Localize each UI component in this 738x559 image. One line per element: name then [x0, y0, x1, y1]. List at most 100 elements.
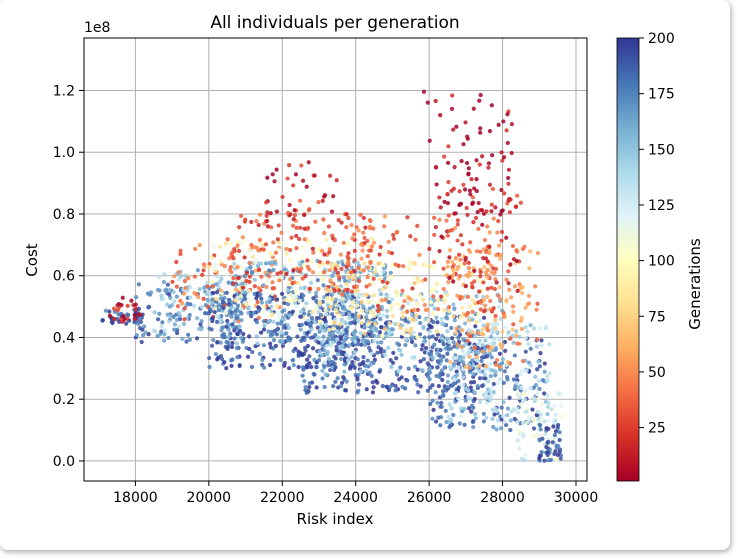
- x-axis-ticks: 18000 20000 22000 24000 26000 28000 30000: [113, 481, 598, 506]
- scatter-point: [437, 395, 443, 400]
- scatter-point: [412, 376, 417, 381]
- scatter-point: [508, 336, 513, 341]
- scatter-point: [496, 219, 501, 224]
- scatter-point: [172, 327, 177, 332]
- scatter-point: [270, 312, 275, 317]
- scatter-point: [219, 328, 224, 333]
- scatter-point: [344, 352, 349, 358]
- scatter-point: [405, 215, 410, 220]
- scatter-point: [239, 318, 244, 323]
- scatter-point: [274, 327, 280, 332]
- scatter-point: [446, 414, 451, 420]
- scatter-point: [381, 313, 386, 318]
- scatter-point: [472, 389, 477, 394]
- scatter-point: [274, 209, 280, 214]
- scatter-point: [497, 285, 502, 290]
- scatter-point: [500, 329, 505, 334]
- scatter-point: [247, 248, 253, 253]
- scatter-point: [339, 266, 344, 272]
- scatter-point: [479, 383, 485, 389]
- scatter-point: [308, 280, 314, 285]
- scatter-point: [174, 330, 180, 336]
- scatter-point: [434, 289, 439, 294]
- scatter-point: [506, 175, 511, 181]
- scatter-point: [487, 244, 492, 249]
- scatter-point: [218, 353, 224, 359]
- scatter-point: [266, 329, 271, 334]
- scatter-point: [261, 283, 266, 288]
- scatter-point: [167, 313, 172, 318]
- scatter-point: [393, 388, 398, 393]
- scatter-point: [112, 316, 117, 322]
- scatter-point: [467, 354, 472, 359]
- scatter-point: [540, 378, 545, 383]
- scatter-point: [159, 324, 164, 329]
- scatter-point: [415, 279, 420, 284]
- scatter-point: [389, 297, 395, 302]
- scatter-point: [328, 304, 333, 309]
- scatter-point: [268, 341, 273, 346]
- scatter-point: [454, 372, 460, 378]
- scatter-point: [489, 270, 494, 275]
- scatter-point: [417, 252, 422, 258]
- scatter-point: [388, 307, 393, 312]
- scatter-point: [275, 237, 281, 242]
- scatter-point: [499, 345, 504, 350]
- scatter-point: [411, 317, 416, 322]
- scatter-point: [199, 305, 205, 310]
- scatter-point: [455, 222, 460, 227]
- scatter-point: [258, 330, 264, 335]
- x-tick-label: 28000: [480, 490, 525, 506]
- scatter-point: [230, 357, 235, 362]
- scatter-point: [490, 153, 495, 158]
- scatter-point: [484, 336, 490, 341]
- scatter-point: [435, 298, 441, 303]
- colorbar-tick-label: 175: [648, 87, 675, 103]
- scatter-point: [340, 311, 345, 316]
- scatter-point: [343, 388, 349, 393]
- scatter-point: [255, 299, 260, 305]
- scatter-point: [456, 379, 461, 384]
- scatter-point: [471, 424, 476, 430]
- scatter-point: [402, 386, 408, 391]
- scatter-point: [336, 274, 341, 279]
- scatter-point: [332, 238, 337, 243]
- scatter-point: [364, 387, 369, 392]
- y-tick-label: 0.8: [53, 207, 75, 223]
- scatter-point: [515, 193, 520, 198]
- scatter-point: [510, 327, 515, 332]
- scatter-point: [280, 241, 285, 246]
- scatter-point: [396, 263, 401, 268]
- scatter-point: [197, 287, 202, 292]
- scatter-point: [306, 318, 311, 323]
- scatter-point: [322, 348, 327, 353]
- scatter-point: [355, 357, 360, 362]
- scatter-point: [389, 251, 395, 256]
- scatter-point: [471, 419, 476, 424]
- scatter-point: [499, 405, 504, 410]
- scatter-point: [328, 173, 333, 178]
- scatter-point: [266, 274, 272, 279]
- scatter-point: [263, 242, 269, 247]
- scatter-point: [202, 311, 208, 316]
- scatter-point: [357, 292, 362, 297]
- scatter-point: [361, 360, 366, 365]
- scatter-point: [481, 297, 487, 302]
- scatter-point: [472, 411, 478, 417]
- scatter-point: [316, 246, 321, 251]
- scatter-point: [477, 98, 482, 103]
- scatter-point: [195, 268, 201, 273]
- scatter-point: [349, 305, 355, 310]
- scatter-point: [449, 106, 455, 111]
- scatter-point: [557, 437, 562, 443]
- scatter-point: [293, 172, 299, 177]
- scatter-point: [423, 317, 428, 322]
- scatter-point: [218, 296, 223, 301]
- scatter-point: [182, 306, 187, 311]
- scatter-point: [482, 265, 487, 270]
- scatter-point: [272, 179, 277, 184]
- scatter-point: [534, 391, 540, 396]
- scatter-point: [548, 457, 553, 463]
- scatter-point: [441, 393, 446, 398]
- scatter-point: [200, 272, 205, 278]
